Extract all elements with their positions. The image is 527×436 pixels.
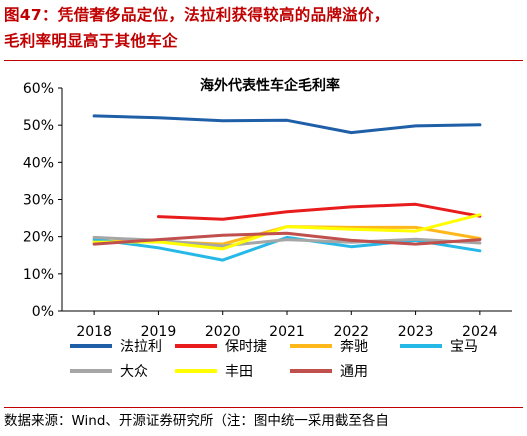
source-note: 数据来源：Wind、开源证券研究所（注：图中统一采用截至各自	[4, 413, 389, 429]
legend-label: 大众	[120, 364, 148, 380]
gross-margin-line-chart: 海外代表性车企毛利率 0% 10% 20% 30% 40% 50% 60% 2018 2019 2…	[23, 77, 512, 380]
legend-label: 丰田	[225, 364, 253, 380]
chart-title: 海外代表性车企毛利率	[200, 77, 340, 94]
x-tick-label: 2024	[462, 324, 498, 340]
series-line	[156, 202, 482, 221]
x-tick-label: 2018	[76, 324, 112, 340]
y-tick-label: 20%	[23, 230, 54, 246]
series-line	[92, 114, 482, 135]
x-tick-label: 2019	[141, 324, 177, 340]
x-tick-label: 2022	[333, 324, 369, 340]
x-tick-label: 2020	[205, 324, 241, 340]
chart-series-lines	[92, 114, 482, 262]
title-divider	[4, 60, 523, 61]
y-tick-label: 50%	[23, 118, 54, 134]
y-tick-label: 30%	[23, 193, 54, 209]
series-line	[92, 231, 482, 246]
y-tick-label: 60%	[23, 81, 54, 97]
figure-title: 图47：凭借奢侈品定位，法拉利获得较高的品牌溢价， 毛利率明显高于其他车企	[4, 2, 523, 54]
legend-label: 通用	[340, 364, 368, 380]
y-tick-label: 40%	[23, 155, 54, 171]
legend-label: 宝马	[450, 339, 478, 355]
legend-label: 法拉利	[120, 339, 162, 355]
x-tick-label: 2023	[398, 324, 434, 340]
y-tick-label: 0%	[32, 304, 54, 320]
source-divider	[4, 407, 523, 408]
legend-label: 保时捷	[225, 339, 267, 355]
figure-title-line2: 毛利率明显高于其他车企	[4, 32, 178, 50]
x-tick-label: 2021	[269, 324, 305, 340]
legend-label: 奔驰	[340, 339, 368, 355]
series-line	[92, 213, 482, 251]
chart-axes: 0% 10% 20% 30% 40% 50% 60% 2018 2019 2020 2021 2022…	[23, 81, 512, 340]
figure-title-line1: 图47：凭借奢侈品定位，法拉利获得较高的品牌溢价，	[4, 6, 390, 24]
y-tick-label: 10%	[23, 267, 54, 283]
